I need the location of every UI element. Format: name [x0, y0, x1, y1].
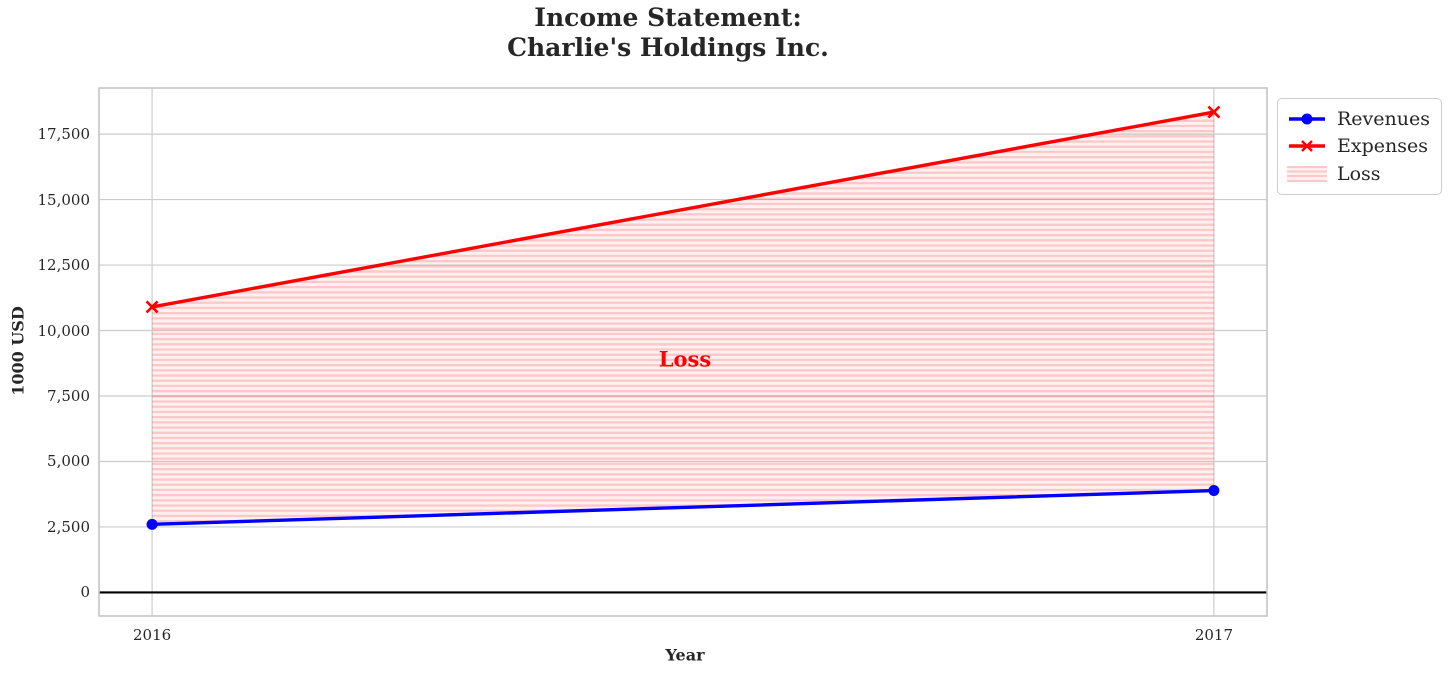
- legend-item-revenues: Revenues: [1287, 105, 1431, 133]
- x-axis-label: Year: [665, 645, 705, 665]
- legend-item-expenses: Expenses: [1287, 133, 1431, 161]
- loss-annotation: Loss: [658, 346, 712, 372]
- chart-title-line2: Charlie's Holdings Inc.: [507, 33, 829, 62]
- revenues-circle-marker-icon: [1301, 113, 1313, 125]
- legend-label-expenses: Expenses: [1337, 135, 1428, 158]
- chart-title-line1: Income Statement:: [534, 3, 802, 32]
- legend: Revenues Expenses Loss: [1277, 98, 1442, 195]
- legend-item-loss: Loss: [1287, 160, 1431, 188]
- loss-hatch-patch-icon: [1287, 165, 1327, 182]
- chart-title: Income Statement: Charlie's Holdings Inc…: [507, 3, 829, 63]
- revenues-line-icon: [1289, 113, 1325, 125]
- expenses-line-icon: [1289, 140, 1325, 153]
- legend-label-loss: Loss: [1337, 162, 1381, 185]
- y-axis-label: 1000 USD: [8, 306, 28, 396]
- expenses-x-marker-icon: [1301, 140, 1313, 153]
- legend-label-revenues: Revenues: [1337, 107, 1430, 130]
